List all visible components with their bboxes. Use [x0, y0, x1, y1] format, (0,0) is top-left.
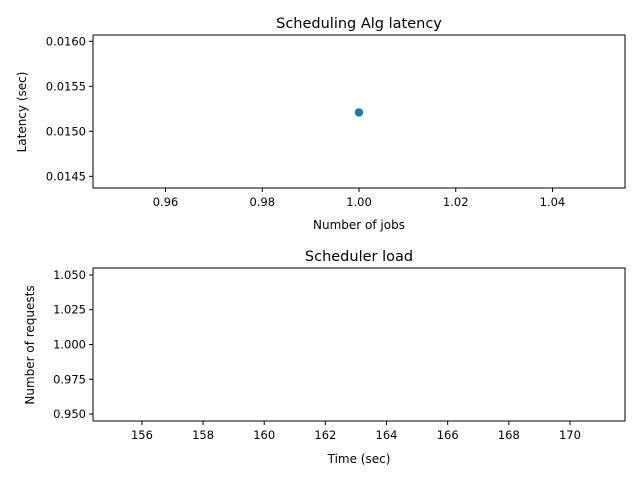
- latency-y-tick-label: 0.0160: [46, 34, 86, 48]
- load-y-tick-label: 1.025: [53, 303, 86, 317]
- latency-x-tick-label: 0.98: [249, 195, 275, 209]
- latency-y-axis-label: Latency (sec): [15, 72, 29, 153]
- load-x-tick-label: 156: [131, 428, 153, 442]
- latency-x-ticks: 0.96 0.98 1.00 1.02 1.04: [153, 188, 566, 209]
- load-y-tick-label: 0.950: [53, 407, 86, 421]
- latency-x-tick-label: 1.00: [346, 195, 372, 209]
- latency-y-tick-label: 0.0145: [46, 169, 86, 183]
- latency-x-tick-label: 1.04: [540, 195, 566, 209]
- load-y-axis-label: Number of requests: [23, 285, 37, 404]
- latency-chart-title: Scheduling Alg latency: [276, 16, 442, 32]
- load-x-axis-label: Time (sec): [327, 452, 391, 466]
- load-y-tick-label: 1.050: [53, 268, 86, 282]
- latency-x-tick-label: 1.02: [443, 195, 469, 209]
- latency-x-axis-label: Number of jobs: [313, 218, 405, 232]
- load-y-tick-label: 0.975: [53, 372, 86, 386]
- load-x-tick-label: 168: [498, 428, 520, 442]
- load-x-tick-label: 162: [314, 428, 336, 442]
- latency-data-point: [354, 108, 364, 117]
- latency-subplot: Scheduling Alg latency 0.96 0.98 1.00 1.02 1…: [15, 16, 626, 232]
- load-subplot: Scheduler load 156 158 160 162 164 166 168 170 …: [23, 249, 626, 466]
- load-y-ticks: 0.950 0.975 1.000 1.025 1.050: [53, 268, 93, 421]
- load-x-tick-label: 158: [192, 428, 214, 442]
- latency-x-tick-label: 0.96: [153, 195, 179, 209]
- load-chart-title: Scheduler load: [305, 249, 413, 265]
- load-x-tick-label: 164: [376, 428, 398, 442]
- load-x-ticks: 156 158 160 162 164 166 168 170: [131, 421, 581, 442]
- load-x-tick-label: 170: [559, 428, 581, 442]
- latency-y-ticks: 0.0145 0.0150 0.0155 0.0160: [46, 34, 93, 183]
- latency-y-tick-label: 0.0155: [46, 79, 86, 93]
- load-x-tick-label: 166: [437, 428, 459, 442]
- load-x-tick-label: 160: [253, 428, 275, 442]
- load-y-tick-label: 1.000: [53, 338, 86, 352]
- latency-y-tick-label: 0.0150: [46, 124, 86, 138]
- latency-series: [354, 108, 364, 117]
